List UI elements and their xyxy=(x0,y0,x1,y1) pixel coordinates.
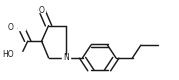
Bar xyxy=(38,7,45,12)
Text: N: N xyxy=(63,53,69,62)
Text: O: O xyxy=(8,23,13,32)
Bar xyxy=(18,26,25,30)
Bar xyxy=(62,55,70,60)
Bar xyxy=(15,52,28,57)
Text: HO: HO xyxy=(3,50,14,59)
Text: O: O xyxy=(39,6,45,15)
